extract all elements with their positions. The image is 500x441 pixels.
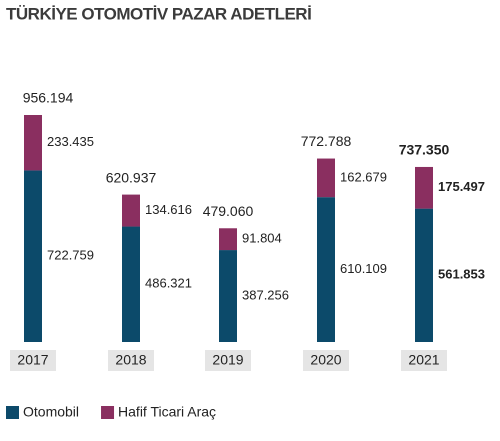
category-box	[401, 350, 447, 371]
bar-segment	[415, 208, 433, 342]
bar-segment	[219, 228, 237, 251]
legend-swatch	[101, 406, 115, 419]
value-label: 486.321	[145, 276, 192, 291]
bar-segment	[219, 250, 237, 342]
x-tick-label: 2021	[408, 352, 439, 368]
value-label: 233.435	[47, 134, 94, 149]
value-label: 91.804	[242, 231, 282, 246]
value-label: 162.679	[340, 169, 387, 184]
legend-swatch	[6, 406, 19, 419]
bar-segment	[122, 226, 140, 342]
total-label: 737.350	[399, 142, 450, 158]
total-label: 620.937	[106, 169, 157, 185]
bar-segment	[415, 166, 433, 209]
value-label: 387.256	[242, 287, 289, 302]
category-box	[303, 350, 349, 371]
total-label: 772.788	[301, 133, 352, 149]
value-label: 722.759	[47, 248, 94, 263]
bar-segment	[24, 170, 42, 342]
bar-segment	[317, 197, 335, 342]
value-label: 561.853	[438, 267, 485, 282]
total-label: 956.194	[23, 90, 74, 106]
x-tick-label: 2019	[212, 352, 243, 368]
bar-segment	[317, 158, 335, 198]
total-label: 479.060	[203, 203, 254, 219]
chart-title: TÜRKİYE OTOMOTİV PAZAR ADETLERİ	[6, 4, 311, 23]
x-tick-label: 2017	[17, 352, 48, 368]
value-label: 134.616	[145, 202, 192, 217]
legend-label: Otomobil	[23, 404, 79, 420]
legend-label: Hafif Ticari Araç	[118, 404, 216, 420]
x-tick-label: 2020	[310, 352, 341, 368]
value-label: 610.109	[340, 261, 387, 276]
category-box	[205, 350, 251, 371]
value-label: 175.497	[438, 179, 485, 194]
category-box	[108, 350, 154, 371]
bar-segment	[24, 115, 42, 171]
x-tick-label: 2018	[115, 352, 146, 368]
category-box	[10, 350, 56, 371]
bar-segment	[122, 194, 140, 227]
